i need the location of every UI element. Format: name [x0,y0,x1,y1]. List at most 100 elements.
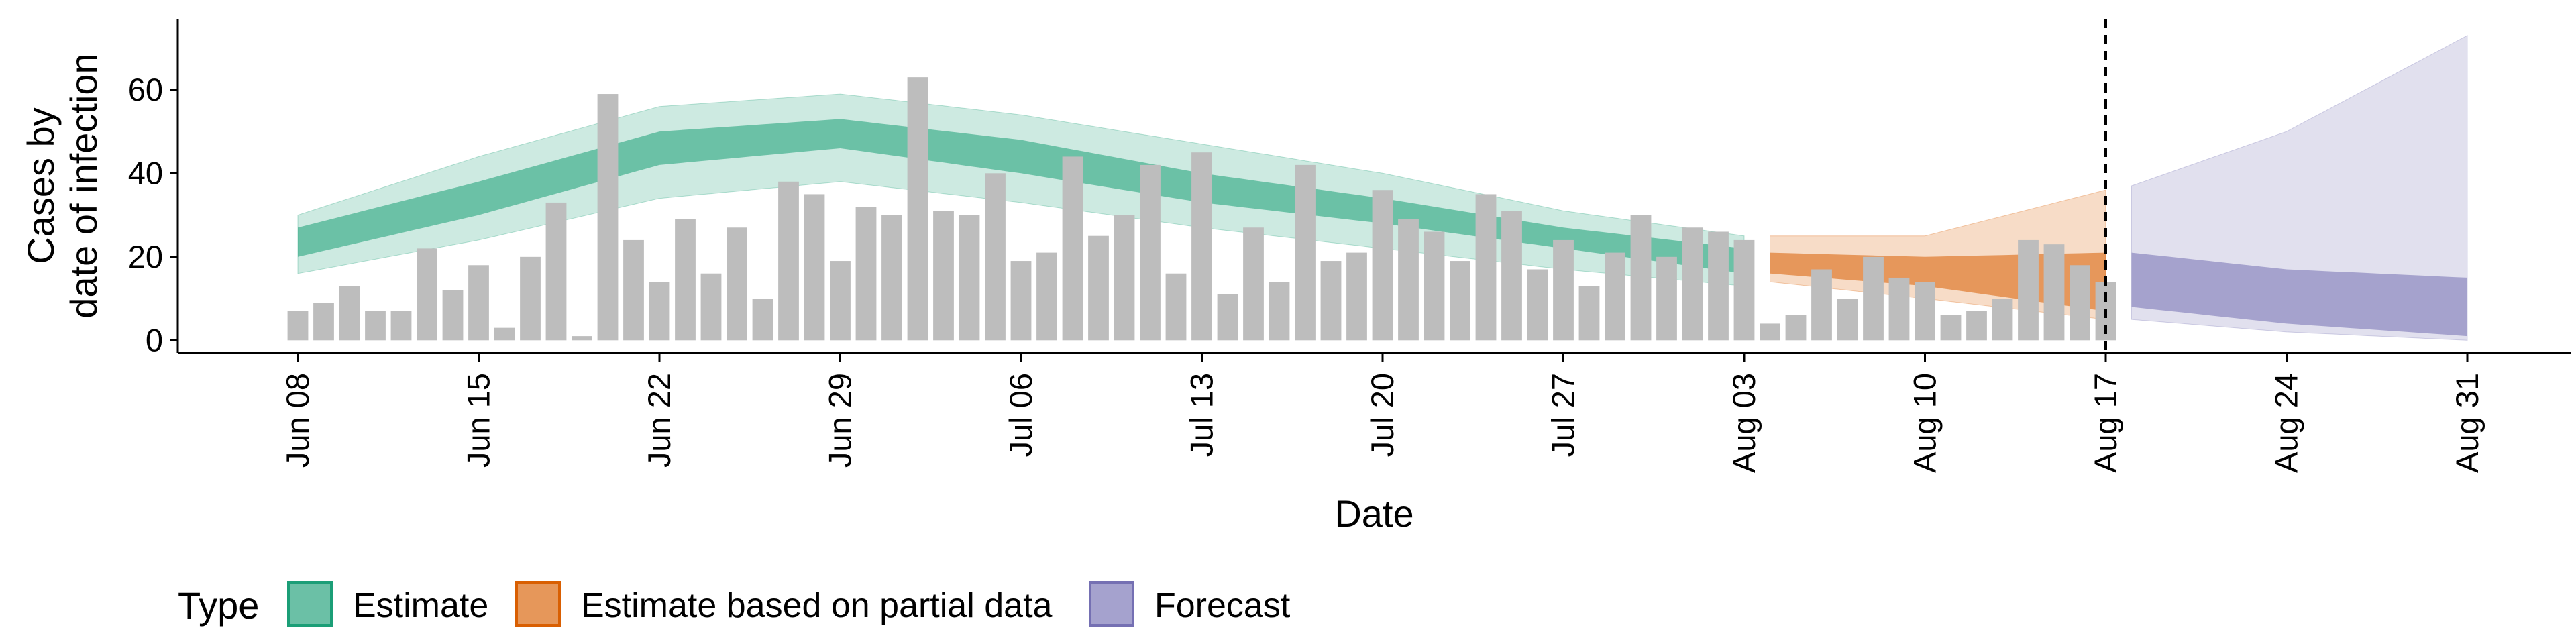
reported-case-bar [1501,211,1522,341]
reported-case-bar [572,336,592,341]
reported-case-bar [727,227,747,341]
reported-case-bar [985,173,1006,341]
reported-case-bar [830,261,851,341]
reported-case-bar [520,256,541,341]
reported-case-bar [417,248,437,341]
reported-case-bar [287,311,309,341]
legend-key-estimate [287,581,333,627]
reported-case-bar [649,282,670,341]
reported-case-bar [390,311,412,341]
x-tick-label: Aug 17 [2088,373,2123,473]
reported-case-bar [778,181,799,341]
reported-case-bar [1760,323,1780,341]
reported-case-bar [1733,239,1755,341]
x-tick-label: Aug 10 [1907,373,1943,473]
y-tick-label: 60 [128,72,163,107]
reported-case-bar [1863,256,1884,341]
reported-case-bar [1140,164,1161,341]
reported-case-bar [675,219,696,341]
reported-case-bar [1578,286,1600,341]
reported-case-bar [339,286,360,341]
reported-cases-bars [287,77,2116,341]
reported-case-bar [1217,294,1238,341]
reported-case-bar [1114,215,1135,341]
reported-case-bar [1191,152,1212,341]
reported-case-bar [1475,194,1497,341]
x-tick-label: Jul 06 [1003,373,1038,457]
reported-case-bar [1320,261,1342,341]
reported-case-bar [1915,282,1935,341]
legend-key-estimate-based-on-partial-data [515,581,561,627]
reported-case-bar [1088,235,1109,341]
reported-case-bar [2070,265,2090,341]
reported-case-bar [1785,315,1807,341]
reported-case-bar [1888,277,1910,341]
y-tick-label: 20 [128,239,163,274]
legend-label-estimate-based-on-partial-data: Estimate based on partial data [581,586,1053,625]
x-tick-label: Aug 24 [2269,373,2304,473]
reported-case-bar [1165,273,1187,341]
reported-case-bar [1992,299,2013,341]
reported-case-bar [1966,311,1987,341]
y-axis-title: Cases bydate of infection [19,53,105,318]
reported-case-bar [623,239,644,341]
reported-case-bar [442,290,464,341]
x-tick-label: Jul 27 [1546,373,1581,457]
forecast-inner-band [2131,252,2467,337]
x-tick-label: Jun 22 [641,373,677,468]
x-tick-label: Jun 29 [822,373,858,468]
reported-case-bar [1346,252,1367,341]
reported-case-bar [1656,256,1677,341]
x-tick-label: Jul 20 [1364,373,1400,457]
plot-area [287,19,2468,353]
reported-case-bar [1295,164,1316,341]
reported-case-bar [752,299,773,341]
axes: 0 20 40 60 Jun 08 Jun 15 Jun 22 Jun 29 Jul 06 Jul… [128,19,2571,473]
x-tick-label: Jul 13 [1184,373,1220,457]
y-tick-label: 0 [146,322,163,358]
reported-case-bar [468,265,489,341]
reported-case-bar [2043,244,2065,341]
reported-case-bar [1553,239,1574,341]
legend-label-forecast: Forecast [1155,586,1291,625]
reported-case-bar [313,303,334,341]
reported-case-bar [959,215,980,341]
x-tick-label: Jun 08 [280,373,315,468]
reported-case-bar [881,215,902,341]
reported-case-bar [1010,261,1032,341]
reported-case-bar [494,327,515,341]
y-axis-title-text: Cases bydate of infection [19,53,105,318]
reported-case-bar [597,94,619,341]
reported-case-bar [1062,156,1083,341]
reported-case-bar [700,273,722,341]
reported-case-bar [1372,190,1393,341]
reported-case-bar [1527,269,1548,341]
reported-case-bar [907,77,928,341]
legend-key-forecast [1089,581,1134,627]
legend-title: Type [178,584,259,627]
reported-case-bar [545,202,567,341]
x-axis-title: Date [1334,492,1413,535]
reported-case-bar [855,207,877,341]
y-axis-title-line: date of infection [62,53,105,318]
reported-case-bar [1450,261,1470,341]
reported-case-bar [365,311,386,341]
reported-case-bar [804,194,825,341]
reported-case-bar [1940,315,1962,341]
x-tick-label: Aug 03 [1726,373,1762,473]
reported-case-bar [1708,231,1729,341]
estimate-inner-band [298,119,1744,274]
reported-case-bar [933,211,954,341]
reported-case-bar [1036,252,1057,341]
y-tick-label: 40 [128,155,163,191]
reported-case-bar [1424,231,1445,341]
reported-case-bar [1630,215,1652,341]
reported-case-bar [1811,269,1832,341]
reported-case-bar [1605,252,1625,341]
legend-label-estimate: Estimate [353,586,488,625]
reported-case-bar [1837,299,1858,341]
y-axis-title-line: Cases by [19,107,62,264]
reported-case-bar [2018,239,2039,341]
reported-case-bar [1682,227,1703,341]
